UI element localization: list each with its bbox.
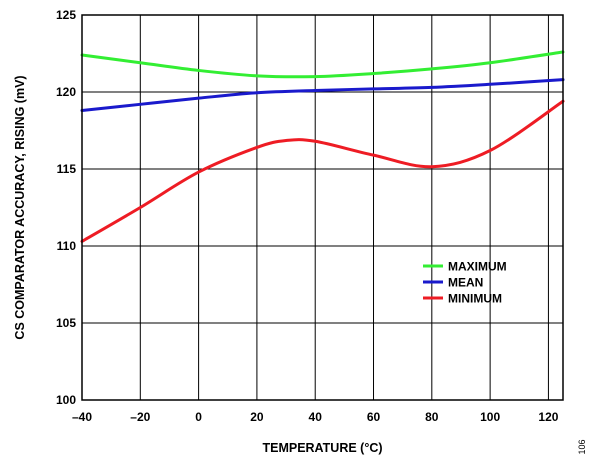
plot-frame	[81, 14, 564, 401]
figure-code: 106	[577, 439, 587, 454]
legend-item-minimum: MINIMUM	[423, 292, 502, 306]
x-tick-label: –20	[130, 410, 150, 424]
x-tick-label: 80	[425, 410, 439, 424]
y-tick-label: 105	[56, 316, 76, 330]
x-tick-label: 100	[480, 410, 500, 424]
series-lines	[80, 50, 565, 243]
series-line-minimum	[80, 99, 565, 243]
x-tick-label: –40	[72, 410, 92, 424]
y-tick-label: 120	[56, 85, 76, 99]
legend-item-maximum: MAXIMUM	[423, 260, 507, 274]
legend-item-mean: MEAN	[423, 276, 483, 290]
y-axis-title: CS COMPARATOR ACCURACY, RISING (mV)	[13, 75, 27, 339]
x-tick-labels: –40 –20 0 20 40 60 80 100 120	[72, 410, 559, 424]
x-tick-label: 40	[309, 410, 323, 424]
x-tick-label: 20	[250, 410, 264, 424]
series-line-mean	[80, 78, 565, 112]
x-tick-label: 120	[538, 410, 558, 424]
x-tick-label: 0	[195, 410, 202, 424]
legend-label: MAXIMUM	[448, 260, 507, 274]
y-tick-label: 115	[57, 162, 77, 176]
legend-label: MEAN	[448, 276, 483, 290]
y-tick-label: 100	[56, 393, 76, 407]
series-line-maximum	[80, 50, 565, 79]
legend-label: MINIMUM	[448, 292, 502, 306]
x-axis-title: TEMPERATURE (°C)	[262, 441, 382, 455]
gridlines	[81, 14, 563, 401]
legend: MAXIMUM MEAN MINIMUM	[423, 260, 507, 306]
y-tick-label: 110	[57, 239, 77, 253]
x-tick-label: 60	[367, 410, 381, 424]
y-tick-labels: 100 105 110 115 120 125	[56, 8, 76, 407]
y-tick-label: 125	[56, 8, 76, 22]
